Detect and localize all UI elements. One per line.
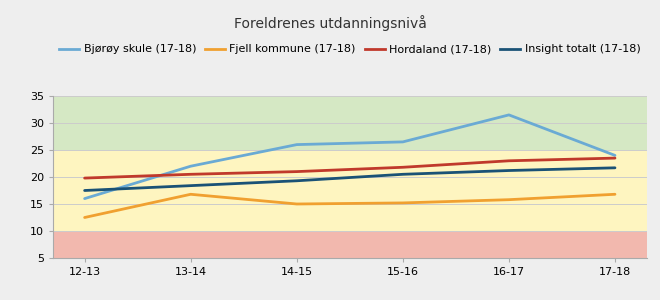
Bar [53, 231, 647, 258]
Text: Foreldrenes utdanningsnivå: Foreldrenes utdanningsnivå [234, 15, 426, 31]
Legend: Bjørøy skule (17-18), Fjell kommune (17-18), Hordaland (17-18), Insight totalt (: Bjørøy skule (17-18), Fjell kommune (17-… [55, 40, 645, 59]
Bar [53, 96, 647, 150]
Bar [53, 150, 647, 231]
